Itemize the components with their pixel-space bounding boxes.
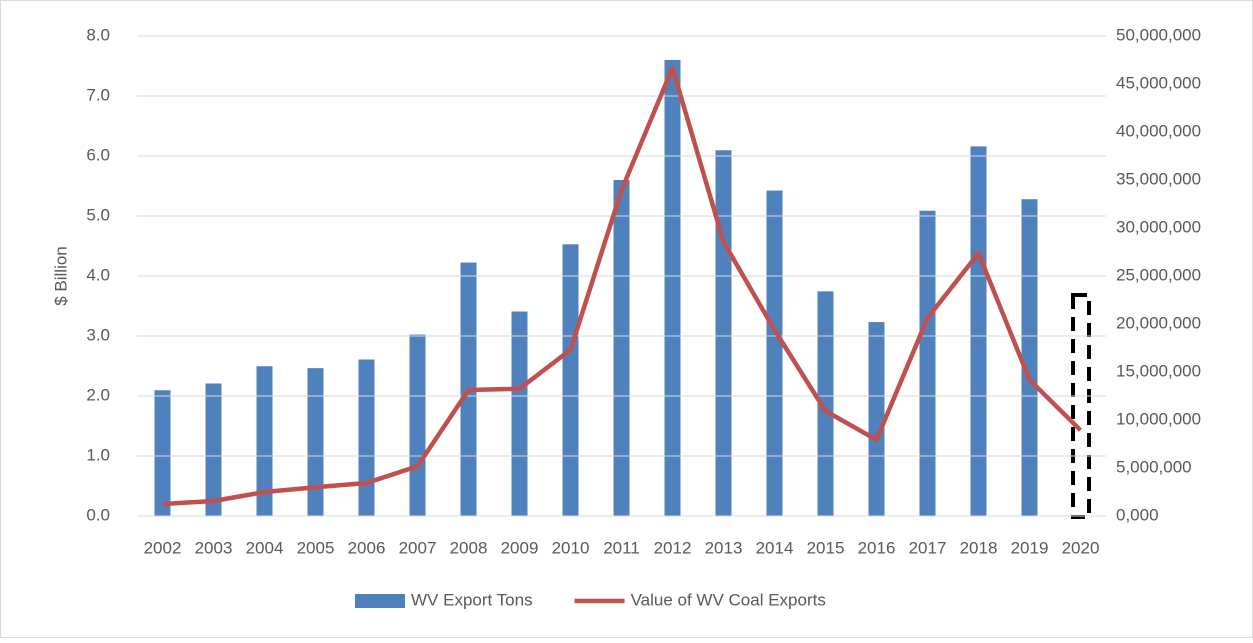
y2-tick-label: 15,000,000 [1116, 361, 1201, 380]
bar [511, 311, 528, 516]
x-tick-label: 2011 [603, 538, 640, 557]
x-tick-label: 2008 [450, 538, 488, 557]
x-tick-label: 2005 [297, 538, 335, 557]
y2-tick-label: 5,000,000 [1116, 457, 1192, 476]
x-tick-label: 2004 [246, 538, 284, 557]
y2-tick-label: 35,000,000 [1116, 169, 1201, 188]
x-tick-label: 2010 [552, 538, 590, 557]
x-tick-label: 2018 [960, 538, 998, 557]
x-tick-label: 2012 [654, 538, 692, 557]
bar [256, 366, 273, 516]
y-tick-label: 7.0 [86, 85, 110, 104]
x-tick-label: 2002 [144, 538, 182, 557]
y-tick-label: 3.0 [86, 325, 110, 344]
bar [613, 180, 630, 516]
y-axis-label: $ Billion [51, 246, 70, 306]
y2-tick-label: 40,000,000 [1116, 121, 1201, 140]
y2-tick-label: 30,000,000 [1116, 217, 1201, 236]
x-tick-label: 2013 [705, 538, 743, 557]
bar [154, 390, 171, 516]
bar [205, 383, 222, 516]
x-tick-label: 2009 [501, 538, 539, 557]
x-tick-label: 2015 [807, 538, 845, 557]
y-tick-label: 5.0 [86, 205, 110, 224]
bar [664, 60, 681, 516]
x-tick-label: 2019 [1011, 538, 1049, 557]
bar [817, 291, 834, 516]
bar [409, 334, 426, 516]
y-tick-label: 1.0 [86, 445, 110, 464]
y2-tick-label: 25,000,000 [1116, 265, 1201, 284]
x-tick-label: 2014 [756, 538, 794, 557]
legend-label: Value of WV Coal Exports [631, 590, 826, 609]
y2-tick-label: 0,000 [1116, 505, 1159, 524]
y-tick-label: 0.0 [86, 505, 110, 524]
bar [307, 368, 324, 516]
y2-tick-label: 45,000,000 [1116, 73, 1201, 92]
y-tick-label: 2.0 [86, 385, 110, 404]
bar [766, 190, 783, 516]
x-tick-label: 2016 [858, 538, 896, 557]
y2-tick-label: 20,000,000 [1116, 313, 1201, 332]
x-tick-label: 2020 [1062, 538, 1100, 557]
x-tick-label: 2003 [195, 538, 233, 557]
y-tick-label: 6.0 [86, 145, 110, 164]
bar [715, 150, 732, 517]
bar [970, 146, 987, 516]
y2-tick-label: 50,000,000 [1116, 25, 1201, 44]
y2-tick-label: 10,000,000 [1116, 409, 1201, 428]
legend-swatch [355, 594, 405, 608]
bar [562, 244, 579, 516]
x-tick-label: 2007 [399, 538, 437, 557]
bar [919, 210, 936, 516]
bar [868, 322, 885, 516]
y-tick-label: 4.0 [86, 265, 110, 284]
bar [358, 359, 375, 516]
bar [1021, 199, 1038, 516]
x-tick-label: 2006 [348, 538, 386, 557]
y-tick-label: 8.0 [86, 25, 110, 44]
x-tick-label: 2017 [909, 538, 947, 557]
highlight-box [1071, 293, 1091, 519]
line [162, 65, 1083, 507]
legend-label: WV Export Tons [411, 590, 533, 609]
